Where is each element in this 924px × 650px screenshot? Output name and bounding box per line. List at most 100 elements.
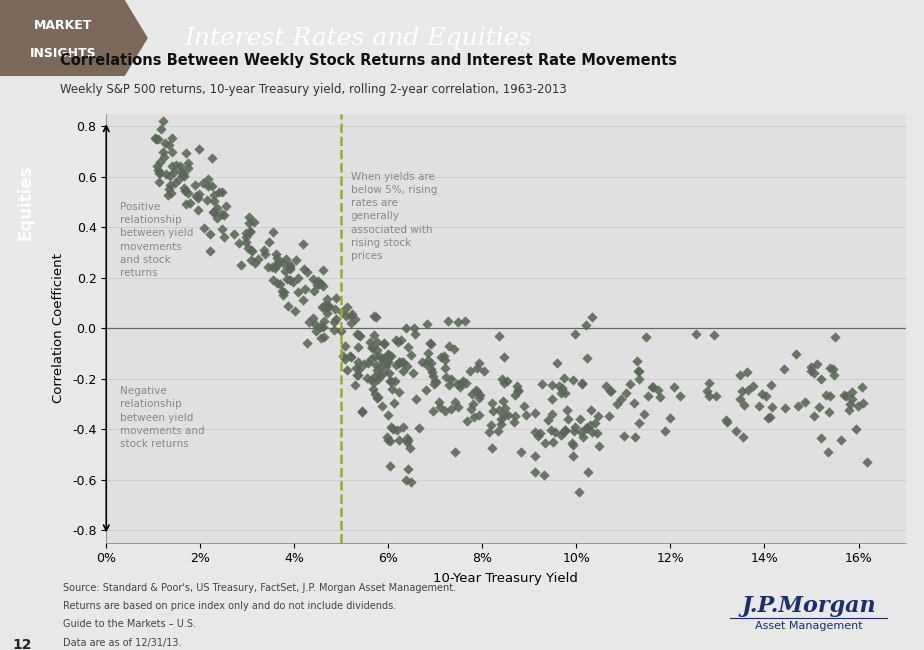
Point bbox=[580, 467, 595, 477]
Point bbox=[299, 266, 314, 277]
Point bbox=[204, 181, 219, 191]
Point bbox=[151, 133, 165, 144]
Point bbox=[317, 300, 332, 310]
Point bbox=[165, 161, 180, 172]
Point bbox=[201, 174, 216, 184]
Point bbox=[425, 406, 440, 416]
Point bbox=[238, 232, 253, 242]
Point bbox=[283, 259, 298, 270]
Point bbox=[157, 151, 172, 162]
Text: Asset Management: Asset Management bbox=[755, 621, 862, 631]
Point bbox=[302, 317, 317, 327]
Point bbox=[151, 164, 165, 175]
Point bbox=[797, 397, 812, 408]
Point bbox=[383, 460, 397, 471]
Point bbox=[310, 276, 325, 286]
Point bbox=[296, 239, 310, 249]
Polygon shape bbox=[0, 0, 148, 76]
Point bbox=[467, 412, 481, 423]
Point bbox=[372, 371, 387, 382]
Point bbox=[353, 331, 368, 341]
Point bbox=[631, 374, 646, 384]
Point bbox=[365, 384, 380, 395]
Point bbox=[238, 227, 253, 238]
Point bbox=[495, 396, 510, 407]
Text: Negative
relationship
between yield
movements and
stock returns: Negative relationship between yield move… bbox=[120, 386, 205, 449]
Point bbox=[637, 410, 651, 420]
Point bbox=[463, 366, 478, 376]
Point bbox=[630, 356, 645, 367]
Point bbox=[572, 487, 587, 497]
Point bbox=[334, 326, 348, 336]
Point bbox=[399, 437, 414, 447]
Point bbox=[458, 316, 473, 326]
Point bbox=[436, 351, 451, 361]
Point bbox=[630, 366, 645, 376]
Point bbox=[180, 188, 195, 198]
Point bbox=[312, 322, 327, 332]
Point bbox=[837, 390, 852, 400]
Point bbox=[550, 358, 565, 368]
Point bbox=[845, 394, 859, 404]
Point bbox=[348, 363, 363, 373]
Point bbox=[296, 294, 310, 305]
Point bbox=[149, 134, 164, 144]
Point bbox=[212, 187, 226, 198]
Point bbox=[176, 168, 190, 179]
Point bbox=[163, 171, 177, 181]
Point bbox=[201, 181, 215, 192]
Point bbox=[420, 348, 435, 358]
Point bbox=[203, 246, 218, 257]
Point bbox=[739, 367, 754, 377]
Point bbox=[823, 391, 838, 401]
Point bbox=[176, 168, 190, 179]
Point bbox=[381, 349, 395, 359]
Point bbox=[314, 279, 329, 289]
Point bbox=[645, 382, 660, 392]
Point bbox=[565, 451, 580, 462]
Point bbox=[381, 436, 395, 446]
Point bbox=[528, 408, 542, 418]
Point bbox=[152, 157, 167, 167]
Point bbox=[349, 370, 364, 380]
Point bbox=[465, 398, 480, 409]
Point bbox=[210, 213, 225, 224]
Point bbox=[150, 161, 164, 171]
Point bbox=[152, 168, 166, 178]
Point bbox=[657, 425, 672, 436]
Point bbox=[280, 301, 295, 311]
Point bbox=[153, 124, 168, 134]
Point bbox=[548, 427, 563, 437]
Point bbox=[297, 264, 311, 274]
Text: Correlations Between Weekly Stock Returns and Interest Rate Movements: Correlations Between Weekly Stock Return… bbox=[60, 53, 677, 68]
Point bbox=[583, 405, 598, 415]
Point bbox=[234, 260, 249, 270]
Point bbox=[631, 417, 646, 428]
Point bbox=[306, 274, 321, 285]
Point bbox=[729, 426, 744, 437]
Point bbox=[537, 469, 552, 480]
Point bbox=[291, 273, 306, 283]
Point bbox=[176, 171, 191, 181]
Point bbox=[163, 180, 177, 190]
Point bbox=[350, 358, 365, 368]
Point bbox=[651, 385, 666, 395]
Point bbox=[746, 381, 760, 391]
Point bbox=[371, 365, 385, 375]
Point bbox=[218, 201, 233, 211]
Point bbox=[420, 355, 435, 365]
Point bbox=[843, 399, 857, 410]
Point bbox=[152, 177, 166, 187]
Point bbox=[360, 358, 375, 368]
Point bbox=[492, 405, 506, 415]
Point bbox=[760, 413, 775, 423]
Point bbox=[314, 302, 329, 312]
Point bbox=[511, 386, 526, 396]
Point bbox=[371, 374, 385, 384]
Point bbox=[191, 189, 206, 200]
Point bbox=[261, 262, 275, 272]
Point bbox=[545, 436, 560, 447]
Point bbox=[352, 364, 367, 374]
Point bbox=[498, 403, 513, 413]
Point bbox=[242, 226, 257, 236]
